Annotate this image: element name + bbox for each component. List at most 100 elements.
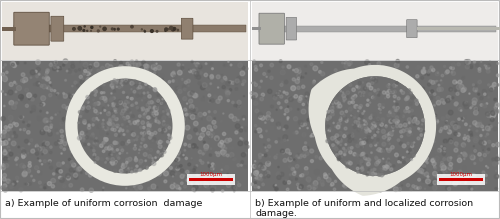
Circle shape <box>168 115 170 117</box>
Circle shape <box>304 167 308 170</box>
Circle shape <box>491 112 496 117</box>
Circle shape <box>291 86 296 91</box>
Bar <box>2 26 16 31</box>
Circle shape <box>366 102 371 106</box>
Circle shape <box>112 116 116 120</box>
Circle shape <box>2 90 4 92</box>
Circle shape <box>71 94 76 99</box>
Circle shape <box>403 129 404 130</box>
Circle shape <box>313 66 318 71</box>
Circle shape <box>2 73 5 76</box>
Circle shape <box>177 142 182 147</box>
Circle shape <box>283 129 285 131</box>
Circle shape <box>133 80 136 84</box>
Circle shape <box>390 148 392 150</box>
Circle shape <box>409 128 411 130</box>
Circle shape <box>408 126 410 128</box>
Circle shape <box>212 163 214 166</box>
Circle shape <box>380 136 383 140</box>
Circle shape <box>464 182 466 184</box>
FancyBboxPatch shape <box>51 16 64 41</box>
Circle shape <box>139 170 140 171</box>
Circle shape <box>326 129 330 132</box>
Circle shape <box>30 139 33 141</box>
Circle shape <box>8 106 12 110</box>
Circle shape <box>136 72 138 74</box>
Circle shape <box>130 166 131 167</box>
Circle shape <box>497 175 498 177</box>
Circle shape <box>450 121 455 126</box>
Circle shape <box>2 153 4 154</box>
Circle shape <box>366 159 367 160</box>
Circle shape <box>46 121 48 122</box>
Circle shape <box>358 134 363 139</box>
Circle shape <box>369 130 371 132</box>
Circle shape <box>378 94 380 96</box>
Circle shape <box>434 166 436 169</box>
Circle shape <box>168 136 172 140</box>
Circle shape <box>381 66 385 70</box>
Circle shape <box>472 98 477 103</box>
Circle shape <box>97 69 100 72</box>
Circle shape <box>355 138 358 140</box>
Circle shape <box>457 133 460 136</box>
Circle shape <box>23 98 28 103</box>
Circle shape <box>390 75 394 78</box>
Circle shape <box>78 111 82 114</box>
Circle shape <box>140 66 143 70</box>
Circle shape <box>21 95 24 98</box>
Circle shape <box>10 127 13 130</box>
Circle shape <box>421 76 424 79</box>
Circle shape <box>357 132 358 133</box>
Circle shape <box>343 184 347 188</box>
Circle shape <box>78 69 80 71</box>
Circle shape <box>414 90 418 93</box>
Circle shape <box>492 158 495 161</box>
Circle shape <box>337 95 338 97</box>
Circle shape <box>167 113 169 115</box>
Circle shape <box>188 113 191 116</box>
Circle shape <box>416 149 421 153</box>
Circle shape <box>10 181 12 184</box>
Circle shape <box>371 76 372 77</box>
Circle shape <box>492 113 494 116</box>
Circle shape <box>415 99 418 103</box>
Circle shape <box>334 158 337 161</box>
Circle shape <box>23 77 28 82</box>
Circle shape <box>479 140 484 145</box>
Circle shape <box>50 85 51 86</box>
Circle shape <box>335 131 338 134</box>
Circle shape <box>446 98 450 103</box>
Circle shape <box>408 89 410 91</box>
Circle shape <box>364 110 366 112</box>
Circle shape <box>359 157 360 158</box>
Circle shape <box>230 88 232 91</box>
Circle shape <box>152 102 154 104</box>
Circle shape <box>90 133 92 134</box>
Circle shape <box>145 64 149 69</box>
Circle shape <box>56 162 61 167</box>
Circle shape <box>389 149 390 150</box>
Circle shape <box>292 97 294 98</box>
Circle shape <box>162 108 166 112</box>
Circle shape <box>84 120 86 121</box>
Circle shape <box>126 169 130 172</box>
Circle shape <box>329 120 330 121</box>
Circle shape <box>344 69 345 70</box>
Circle shape <box>370 139 373 142</box>
Circle shape <box>118 157 120 159</box>
Circle shape <box>330 136 334 139</box>
Circle shape <box>335 140 338 143</box>
Circle shape <box>60 135 64 138</box>
Circle shape <box>142 135 144 137</box>
Circle shape <box>178 166 180 168</box>
Circle shape <box>287 119 288 120</box>
Circle shape <box>36 144 38 146</box>
Circle shape <box>146 116 150 119</box>
Circle shape <box>46 71 48 74</box>
Circle shape <box>149 128 152 131</box>
Circle shape <box>131 82 134 85</box>
Circle shape <box>448 73 452 77</box>
Circle shape <box>225 90 230 95</box>
Circle shape <box>142 60 146 64</box>
